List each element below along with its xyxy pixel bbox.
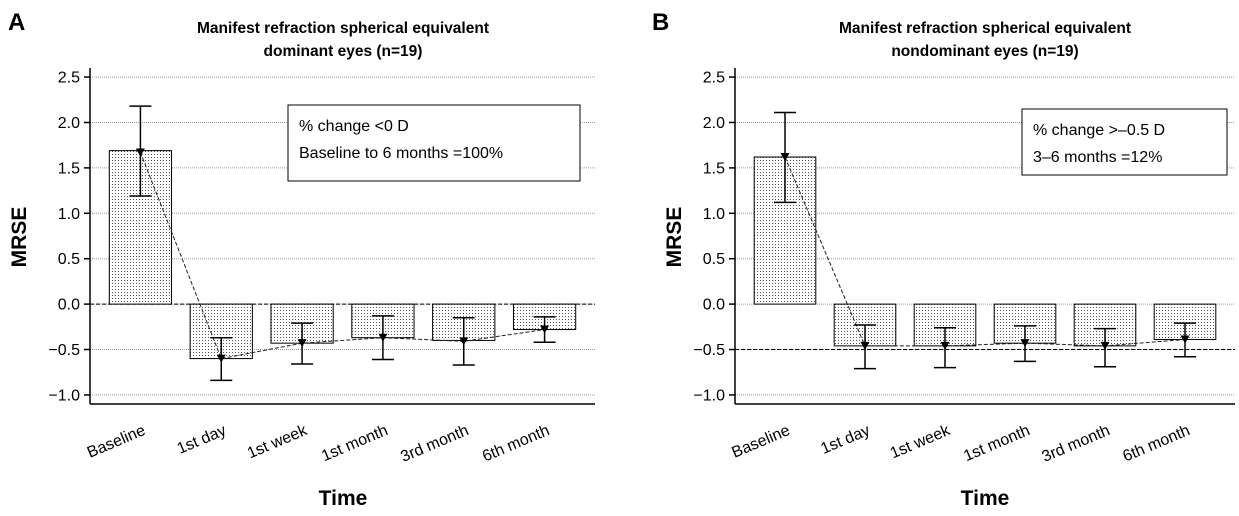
chart-title-line: Manifest refraction spherical equivalent [197, 20, 489, 37]
y-tick-label: 2.0 [58, 115, 80, 132]
mean-marker [216, 354, 226, 363]
y-tick-label: 0.0 [703, 297, 725, 314]
y-tick-label: −1.0 [693, 387, 725, 404]
mean-marker [860, 341, 870, 350]
y-tick-label: 0.0 [58, 297, 80, 314]
x-axis-label: Time [319, 487, 368, 510]
annotation-text: % change <0 D [299, 118, 409, 135]
x-tick-label: 1st month [961, 422, 1032, 465]
mean-marker [459, 337, 469, 346]
annotation-box [1021, 108, 1228, 176]
y-tick-label: 1.0 [703, 206, 725, 223]
mean-marker [1180, 335, 1190, 344]
y-axis-label: MRSE [8, 207, 31, 268]
y-tick-label: −0.5 [48, 342, 80, 359]
panel-letter: A [8, 9, 25, 36]
chart-panel-b: B Manifest refraction spherical equivalen… [652, 9, 1235, 510]
mean-marker [378, 333, 388, 342]
chart-title-line: Manifest refraction spherical equivalent [839, 20, 1131, 37]
mean-marker [297, 339, 307, 348]
x-axis-label: Time [961, 487, 1010, 510]
y-tick-label: 0.5 [703, 251, 725, 268]
x-tick-label: 6th month [480, 422, 552, 465]
annotation-text: % change >–0.5 D [1033, 122, 1165, 139]
y-tick-label: 0.5 [58, 251, 80, 268]
y-tick-label: 1.0 [58, 206, 80, 223]
x-tick-label: Baseline [729, 422, 792, 462]
x-tick-label: 1st day [818, 422, 872, 458]
mean-marker [540, 325, 550, 334]
x-tick-label: 1st month [319, 422, 390, 465]
chart-panel-a: A Manifest refraction spherical equivalen… [8, 9, 595, 510]
annotation-box [287, 104, 581, 182]
y-tick-label: −0.5 [693, 342, 725, 359]
y-tick-label: 1.5 [58, 160, 80, 177]
x-tick-label: 1st day [175, 422, 229, 458]
x-tick-label: 3rd month [398, 422, 471, 466]
mean-marker [780, 152, 790, 161]
x-tick-label: 6th month [1120, 422, 1192, 465]
annotation-text: 3–6 months =12% [1033, 149, 1162, 166]
panel-letter: B [652, 9, 669, 36]
mean-line [139, 152, 545, 360]
y-tick-label: 1.5 [703, 160, 725, 177]
x-tick-label: 1st week [888, 422, 954, 463]
mean-line [784, 156, 1186, 347]
chart-title-line: dominant eyes (n=19) [264, 43, 423, 60]
y-tick-label: 2.0 [703, 115, 725, 132]
mean-marker [1100, 341, 1110, 350]
y-tick-label: 2.5 [703, 70, 725, 87]
y-tick-label: 2.5 [58, 70, 80, 87]
y-axis-label: MRSE [663, 207, 686, 268]
x-tick-label: Baseline [85, 422, 148, 462]
chart-title-line: nondominant eyes (n=19) [891, 43, 1078, 60]
x-tick-label: 1st week [245, 422, 311, 463]
mean-marker [940, 341, 950, 350]
mean-marker [1020, 339, 1030, 348]
x-tick-label: 3rd month [1040, 422, 1113, 466]
annotation-text: Baseline to 6 months =100% [299, 145, 503, 162]
mean-marker [135, 148, 145, 157]
y-tick-label: −1.0 [48, 387, 80, 404]
